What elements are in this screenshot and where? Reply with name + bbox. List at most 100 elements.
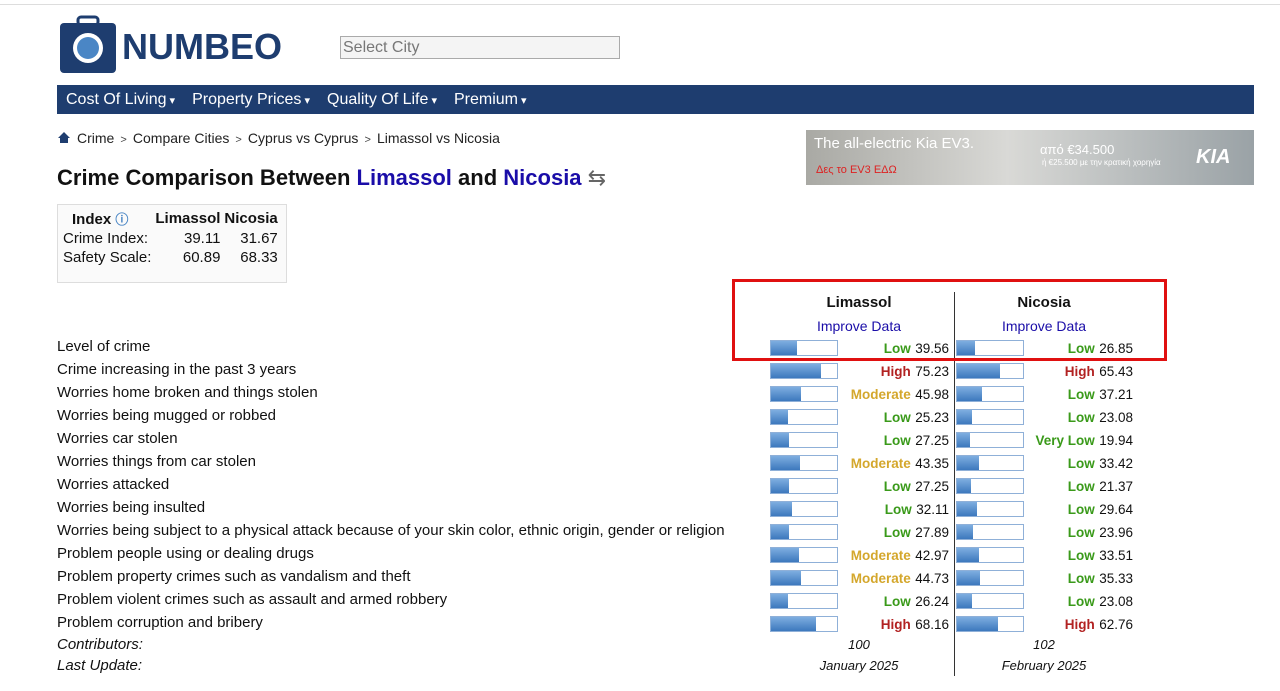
value-cell: Moderate 45.98 [769,386,949,404]
bar-fill [771,571,801,585]
value-label: 32.11 [916,502,949,517]
bar-fill [771,456,800,470]
page-title: Crime Comparison Between Limassol and Ni… [57,165,607,190]
level-label: Low [883,433,911,448]
level-label: High [880,364,911,379]
index-table-box: Index ⓘ Limassol Nicosia Crime Index: 39.11… [57,204,287,283]
nav-item[interactable]: Quality Of Life [327,91,437,108]
value-label: 23.08 [1099,594,1133,609]
value-label: 37.21 [1099,387,1133,402]
row-label: Problem people using or dealing drugs [57,545,314,562]
table-cell: 60.89 [182,249,221,266]
improve-data-link[interactable]: Improve Data [1001,318,1087,334]
value-label: 45.98 [915,387,949,402]
value-cell: Moderate 44.73 [769,570,949,588]
breadcrumb-link[interactable]: Cyprus vs Cyprus [229,130,358,146]
value-cell: Moderate 42.97 [769,547,949,565]
level-label: Low [883,594,911,609]
title-city[interactable]: Limassol [356,165,452,190]
value-cell: Low 27.25 [769,478,949,496]
bar-track [770,386,838,402]
level-label: Low [883,525,911,540]
level-label: Low [1067,387,1095,402]
value-cell: High 68.16 [769,616,949,634]
value-label: 33.51 [1099,548,1133,563]
level-label: High [1064,617,1095,632]
bar-fill [771,525,790,539]
bar-track [956,524,1024,540]
value-label: 33.42 [1099,456,1133,471]
bar-fill [957,341,975,355]
last-update: February 2025 [1001,658,1087,673]
bar-track [770,478,838,494]
nav-bar: Cost Of Living Property Prices Quality Of … [57,85,1254,114]
level-label: Low [1067,341,1095,356]
level-label: Low [1067,571,1095,586]
title-city[interactable]: Nicosia [503,165,582,190]
bar-fill [957,548,980,562]
value-cell: Low 35.33 [953,570,1133,588]
row-label: Worries attacked [57,476,170,493]
row-label: Problem violent crimes such as assault a… [57,591,448,608]
value-cell: Very Low 19.94 [953,432,1133,450]
title-text: and [458,165,498,190]
contributors: 100 [848,637,870,652]
nav-item[interactable]: Cost Of Living [66,91,175,108]
bar-track [770,501,838,517]
breadcrumb-link[interactable]: Crime [77,130,115,146]
value-label: 39.56 [915,341,949,356]
level-label: Low [1067,456,1095,471]
ad-subsidy: ή €25.500 με την κρατική χορηγία [1042,158,1161,167]
nav-item[interactable]: Property Prices [192,91,310,108]
ad-banner[interactable]: The all-electric Kia EV3. Δες το EV3 ΕΔΩ… [806,130,1254,185]
value-label: 75.23 [915,364,949,379]
last-update: January 2025 [819,658,899,673]
improve-data-link[interactable]: Improve Data [816,318,902,334]
bar-track [770,570,838,586]
ad-headline: The all-electric Kia EV3. [814,135,975,152]
row-label: Worries being subject to a physical atta… [57,522,725,539]
value-cell: Low 27.89 [769,524,949,542]
bar-fill [771,364,821,378]
value-cell: Low 37.21 [953,386,1133,404]
value-label: 27.25 [915,433,949,448]
row-label: Worries being insulted [57,499,206,516]
value-label: 25.23 [915,410,949,425]
level-label: Low [884,502,912,517]
bar-track [956,570,1024,586]
value-label: 27.89 [915,525,949,540]
bar-fill [771,341,798,355]
nav-item[interactable]: Premium [454,91,527,108]
city-header: Nicosia [1017,294,1071,311]
level-label: Low [1067,479,1095,494]
value-cell: Low 33.42 [953,455,1133,473]
bar-track [770,363,838,379]
table-cell: 39.11 [183,230,221,247]
value-cell: Moderate 43.35 [769,455,949,473]
value-cell: Low 26.24 [769,593,949,611]
value-label: 23.96 [1099,525,1133,540]
value-label: 29.64 [1099,502,1133,517]
search-box[interactable]: Select City [340,36,620,59]
row-label: Level of crime [57,338,151,355]
bar-fill [957,410,973,424]
value-label: 23.08 [1099,410,1133,425]
bar-fill [957,387,982,401]
table-cell: Crime Index: [63,230,149,247]
breadcrumb-link[interactable]: Compare Cities [114,130,229,146]
level-label: Low [1067,548,1095,563]
level-label: Moderate [850,548,911,563]
value-label: 27.25 [915,479,949,494]
bar-track [770,409,838,425]
ad-cta: Δες το EV3 ΕΔΩ [816,164,897,176]
bar-track [956,616,1024,632]
breadcrumb-link[interactable]: Limassol vs Nicosia [358,130,499,146]
bar-fill [771,479,789,493]
table-header: Nicosia [224,210,278,227]
table-header: Index ⓘ [72,211,129,228]
level-label: Moderate [850,387,911,402]
bar-track [956,386,1024,402]
table-cell: 68.33 [240,249,278,266]
value-cell: Low 29.64 [953,501,1133,519]
row-label: Problem property crimes such as vandalis… [57,568,411,585]
